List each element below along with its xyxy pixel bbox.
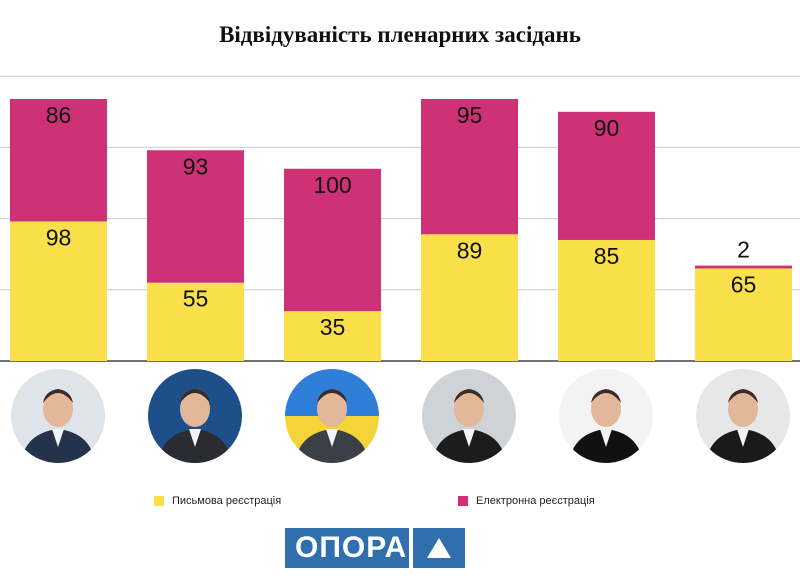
bar-written [558, 239, 655, 361]
legend-item-written: Письмова реєстрація [154, 495, 281, 507]
bar-electronic [284, 168, 381, 312]
data-labels: 98 86 55 93 35 100 89 95 85 90 65 2 [46, 102, 757, 340]
legend-swatch-written [154, 496, 164, 506]
legend-item-electronic: Електронна реєстрація [458, 495, 595, 507]
avatar-person-2 [148, 369, 242, 463]
legend-swatch-electronic [458, 496, 468, 506]
value-label-electronic: 93 [183, 153, 209, 179]
bar-written [10, 221, 107, 361]
bar-electronic [421, 99, 518, 235]
triangle-icon [413, 528, 465, 568]
avatar-person-1 [11, 369, 105, 463]
value-label-written: 98 [46, 224, 72, 250]
bars [10, 99, 792, 361]
value-label-written: 65 [731, 271, 757, 297]
chart-title: Відвідуваність пленарних засідань [219, 22, 581, 47]
bar-written [695, 268, 792, 361]
value-label-written: 35 [320, 314, 346, 340]
bar-written [284, 311, 381, 361]
bar-electronic [147, 150, 244, 283]
value-label-written: 55 [183, 286, 209, 312]
value-label-electronic: 86 [46, 102, 72, 128]
avatar-person-5 [559, 369, 653, 463]
value-label-electronic: 100 [313, 172, 351, 198]
legend-label-written: Письмова реєстрація [172, 495, 282, 507]
bar-electronic [695, 265, 792, 269]
grid-lines [0, 75, 800, 362]
value-label-written: 89 [457, 237, 483, 263]
opora-logo: ОПОРА [285, 528, 465, 568]
legend-label-electronic: Електронна реєстрація [476, 495, 595, 507]
value-label-electronic: 95 [457, 102, 483, 128]
value-label-electronic: 2 [737, 237, 750, 263]
bar-electronic [558, 111, 655, 240]
logo-text: ОПОРА [285, 528, 409, 568]
stacked-bar-chart: 98 86 55 93 35 100 89 95 85 90 65 2 [0, 75, 800, 362]
avatar-person-4 [422, 369, 516, 463]
value-label-written: 85 [594, 243, 620, 269]
avatar-person-6 [696, 369, 790, 463]
bar-written [147, 282, 244, 361]
bar-written [421, 234, 518, 361]
value-label-electronic: 90 [594, 115, 620, 141]
avatar-person-3 [285, 369, 379, 463]
bar-electronic [10, 99, 107, 222]
